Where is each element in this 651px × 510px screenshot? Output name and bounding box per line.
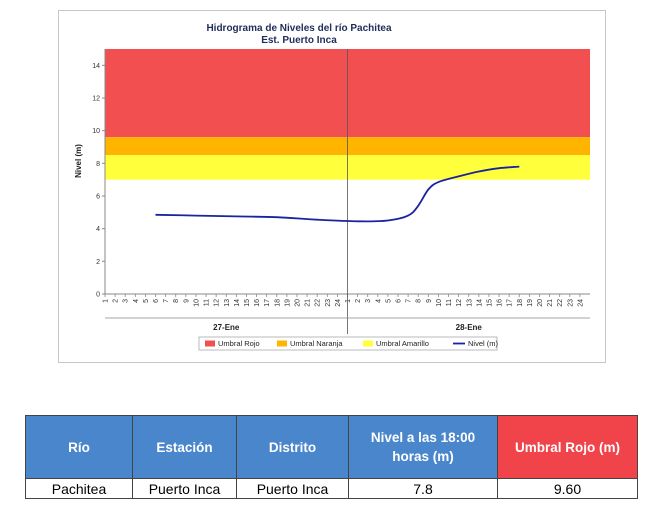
x-tick-label: 21: [305, 299, 312, 307]
chart-frame: Hidrograma de Niveles del río Pachitea E…: [58, 10, 606, 363]
x-tick-label: 19: [527, 299, 534, 307]
header-nivel: Nivel a las 18:00 horas (m): [348, 415, 498, 479]
legend-swatch: [363, 340, 373, 347]
x-tick-label: 2: [355, 299, 362, 303]
x-tick-label: 15: [486, 299, 493, 307]
x-tick-label: 8: [173, 299, 180, 303]
chart-subtitle: Est. Puerto Inca: [261, 35, 337, 46]
legend-label: Nivel (m): [468, 339, 498, 348]
legend-label: Umbral Rojo: [218, 339, 260, 348]
header-umbral-rojo: Umbral Rojo (m): [497, 415, 638, 479]
series-line-nivel: [155, 165, 520, 223]
x-tick-label: 17: [507, 299, 514, 307]
level-table: Río Estación Distrito Nivel a las 18:00 …: [25, 415, 638, 499]
x-tick-label: 19: [284, 299, 291, 307]
x-tick-label: 13: [224, 299, 231, 307]
legend-label: Umbral Naranja: [290, 339, 343, 348]
cell-umbral-rojo: 9.60: [497, 478, 638, 499]
legend-label: Umbral Amarillo: [376, 339, 429, 348]
header-distrito: Distrito: [236, 415, 349, 479]
x-tick-label: 1: [103, 299, 110, 303]
y-axis-title: Nivel (m): [74, 144, 83, 178]
day-label: 28-Ene: [456, 323, 483, 332]
x-tick-label: 1: [345, 299, 352, 303]
y-tick-label: 12: [92, 96, 100, 103]
x-tick-label: 5: [385, 299, 392, 303]
x-tick-label: 6: [153, 299, 160, 303]
y-tick-label: 8: [96, 161, 100, 168]
x-tick-label: 20: [537, 299, 544, 307]
x-tick-label: 14: [234, 299, 241, 307]
y-tick-label: 6: [96, 194, 100, 201]
table-header-row: Río Estación Distrito Nivel a las 18:00 …: [25, 415, 638, 479]
y-tick-label: 4: [96, 226, 100, 233]
cell-nivel: 7.8: [348, 478, 498, 499]
cell-rio: Pachitea: [25, 478, 133, 499]
x-tick-label: 24: [335, 299, 342, 307]
x-tick-label: 18: [517, 299, 524, 307]
x-tick-label: 20: [294, 299, 301, 307]
legend-swatch: [205, 340, 215, 347]
x-tick-label: 12: [214, 299, 221, 307]
x-tick-label: 14: [476, 299, 483, 307]
x-tick-label: 11: [446, 299, 453, 306]
x-tick-label: 11: [204, 299, 211, 306]
x-tick-label: 21: [547, 299, 554, 307]
y-tick-label: 2: [96, 259, 100, 266]
x-tick-label: 9: [426, 299, 433, 303]
x-tick-label: 16: [254, 299, 261, 307]
x-tick-label: 12: [456, 299, 463, 307]
x-tick-label: 23: [567, 299, 574, 307]
x-tick-label: 22: [557, 299, 564, 307]
cell-distrito: Puerto Inca: [236, 478, 349, 499]
y-tick-label: 0: [96, 292, 100, 299]
legend-swatch: [277, 340, 287, 347]
x-tick-label: 13: [466, 299, 473, 307]
x-tick-label: 7: [406, 299, 413, 303]
x-tick-label: 18: [274, 299, 281, 307]
x-tick-label: 17: [264, 299, 271, 307]
x-tick-label: 10: [436, 299, 443, 307]
day-label: 27-Ene: [213, 323, 240, 332]
x-tick-label: 4: [375, 299, 382, 303]
x-tick-label: 5: [143, 299, 150, 303]
x-tick-label: 22: [315, 299, 322, 307]
legend: Umbral Rojo Umbral Naranja Umbral Amarillo…: [198, 336, 498, 351]
y-tick-label: 10: [92, 128, 100, 135]
x-tick-label: 3: [365, 299, 372, 303]
x-tick-label: 10: [193, 299, 200, 307]
x-tick-label: 2: [113, 299, 120, 303]
x-tick-label: 9: [183, 299, 190, 303]
legend-box: [198, 336, 498, 351]
y-tick-label: 14: [92, 63, 100, 70]
x-tick-label: 15: [244, 299, 251, 307]
x-tick-label: 8: [416, 299, 423, 303]
x-tick-label: 7: [163, 299, 170, 303]
cell-estacion: Puerto Inca: [132, 478, 237, 499]
x-tick-label: 24: [577, 299, 584, 307]
table-row: Pachitea Puerto Inca Puerto Inca 7.8 9.6…: [25, 478, 638, 499]
x-tick-label: 16: [497, 299, 504, 307]
hydrograph-chart: Hidrograma de Niveles del río Pachitea E…: [74, 23, 590, 351]
x-tick-label: 4: [133, 299, 140, 303]
header-estacion: Estación: [132, 415, 237, 479]
header-rio: Río: [25, 415, 133, 479]
x-tick-label: 3: [123, 299, 130, 303]
x-tick-label: 6: [396, 299, 403, 303]
x-tick-label: 23: [325, 299, 332, 307]
chart-title: Hidrograma de Niveles del río Pachitea: [206, 23, 392, 34]
